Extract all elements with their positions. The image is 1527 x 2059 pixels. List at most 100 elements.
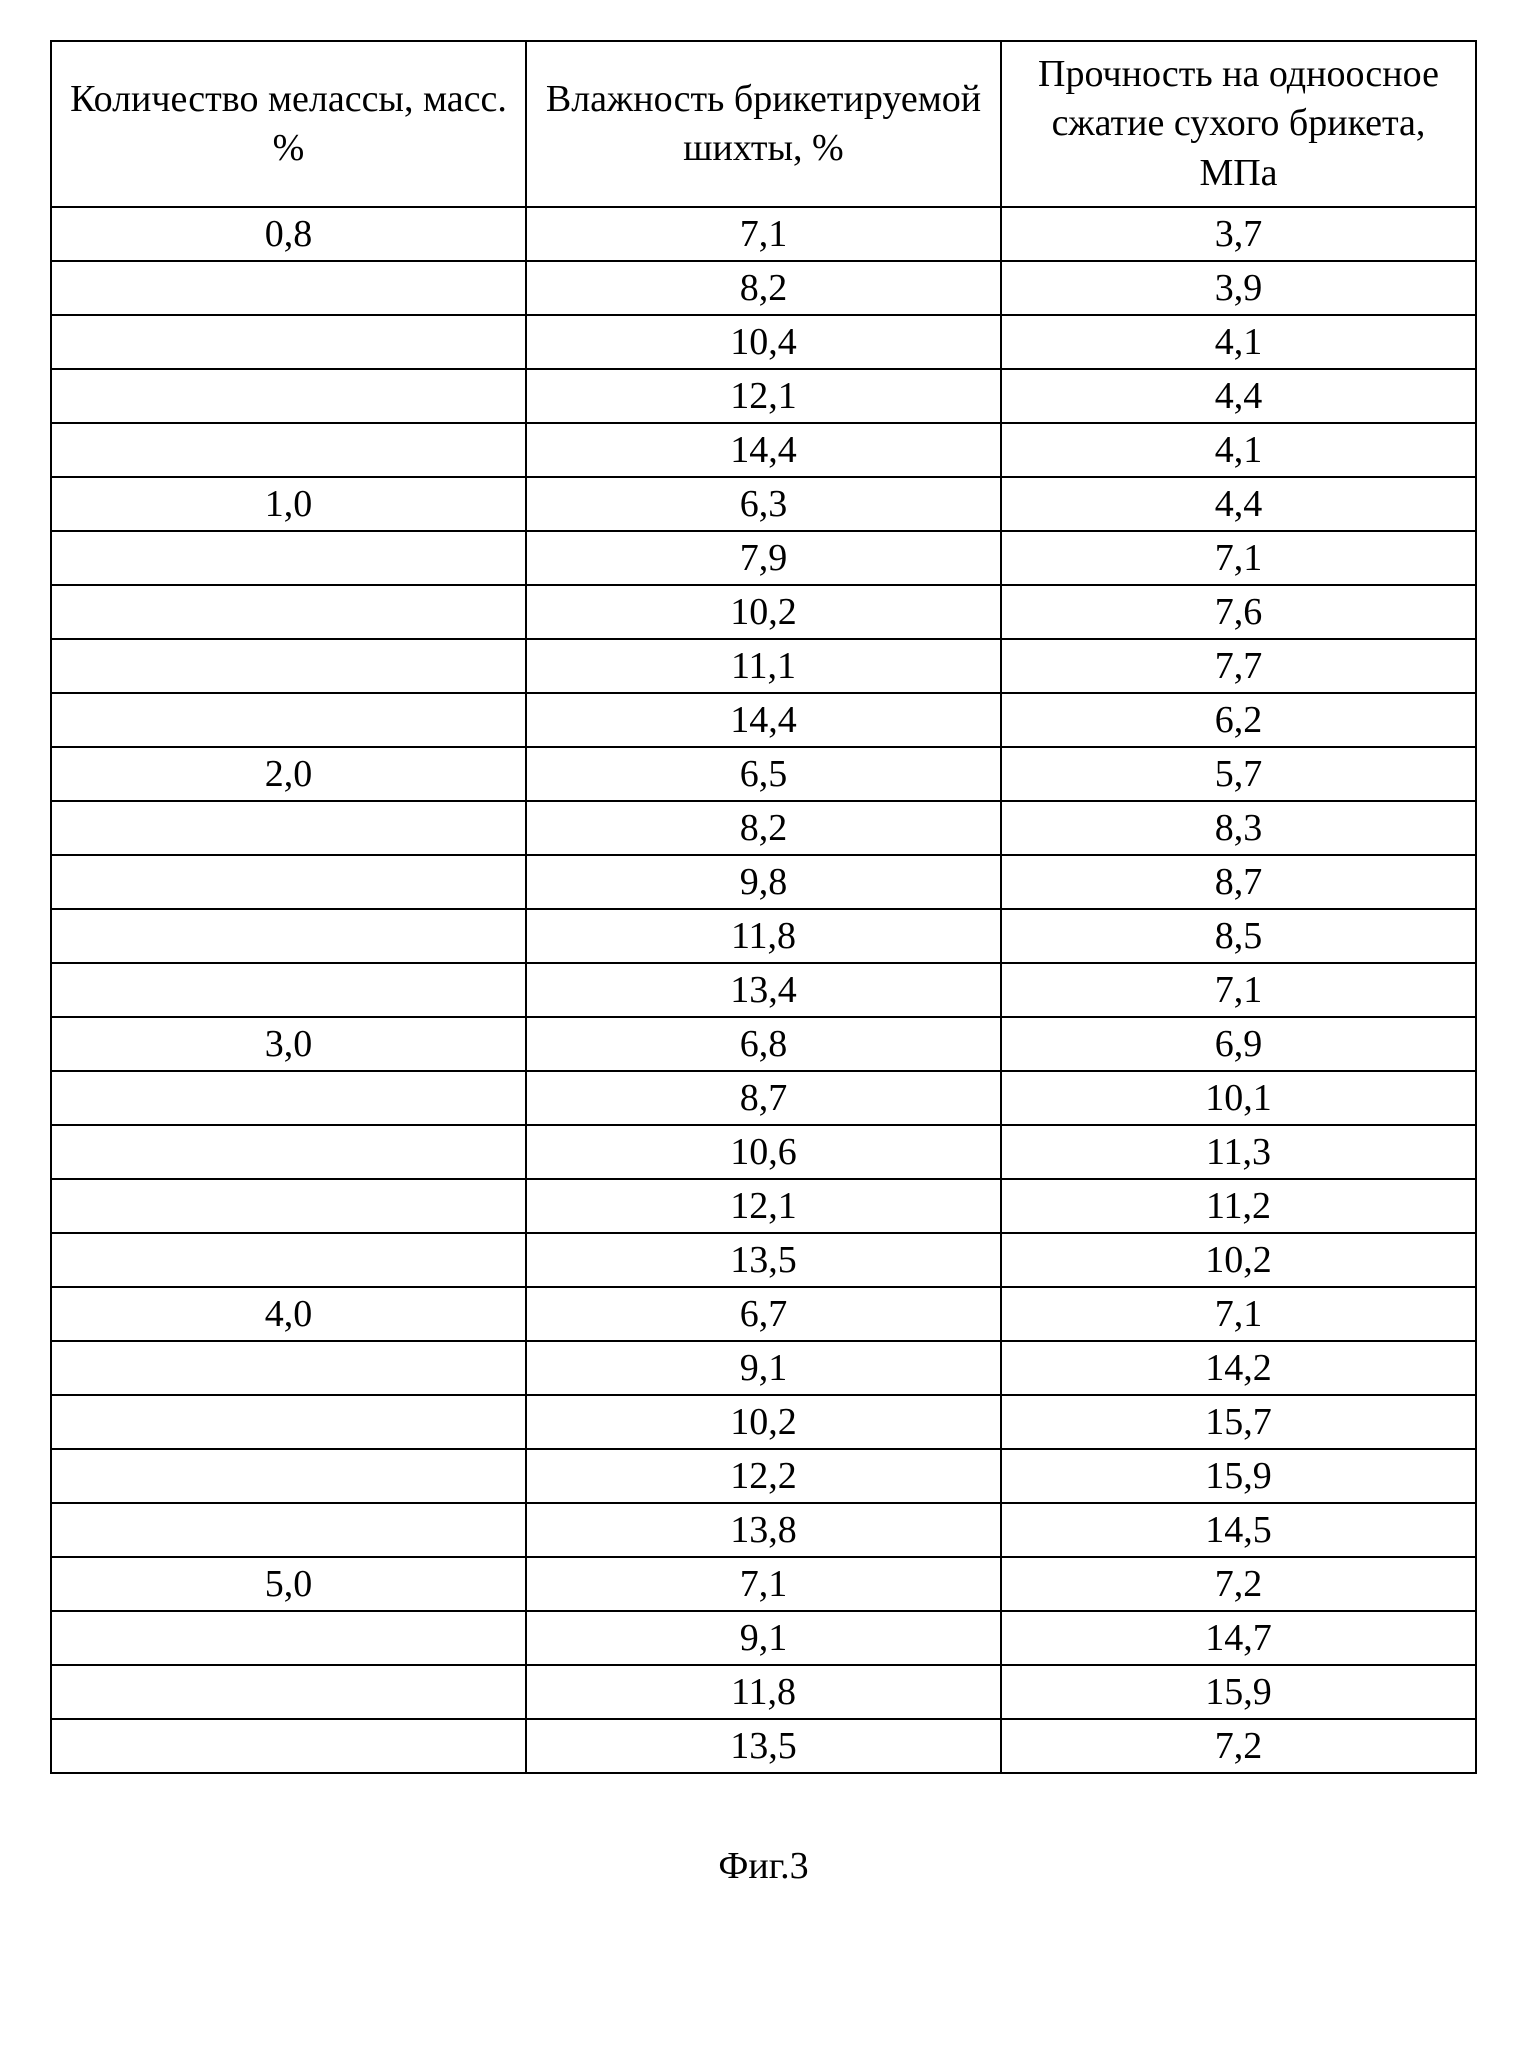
table-cell: 6,3 <box>526 477 1001 531</box>
column-header-1: Влажность брикетируемой шихты, % <box>526 41 1001 207</box>
table-cell: 7,1 <box>1001 1287 1476 1341</box>
table-cell <box>51 1665 526 1719</box>
table-cell: 10,6 <box>526 1125 1001 1179</box>
table-cell: 9,8 <box>526 855 1001 909</box>
table-row: 1,06,34,4 <box>51 477 1476 531</box>
table-cell <box>51 801 526 855</box>
table-cell: 8,7 <box>526 1071 1001 1125</box>
table-cell <box>51 585 526 639</box>
table-cell: 9,1 <box>526 1611 1001 1665</box>
table-cell: 12,2 <box>526 1449 1001 1503</box>
table-header: Количество мелассы, масс. % Влажность бр… <box>51 41 1476 207</box>
table-cell: 8,3 <box>1001 801 1476 855</box>
table-cell: 4,4 <box>1001 369 1476 423</box>
table-cell: 2,0 <box>51 747 526 801</box>
table-cell: 13,5 <box>526 1233 1001 1287</box>
table-cell: 6,7 <box>526 1287 1001 1341</box>
table-cell: 6,8 <box>526 1017 1001 1071</box>
table-row: 13,57,2 <box>51 1719 1476 1773</box>
table-cell: 7,1 <box>1001 531 1476 585</box>
table-cell: 10,2 <box>526 585 1001 639</box>
table-row: 10,44,1 <box>51 315 1476 369</box>
table-cell: 0,8 <box>51 207 526 261</box>
table-row: 9,114,7 <box>51 1611 1476 1665</box>
table-cell: 8,5 <box>1001 909 1476 963</box>
table-cell: 14,4 <box>526 423 1001 477</box>
table-cell: 14,7 <box>1001 1611 1476 1665</box>
table-cell <box>51 531 526 585</box>
table-cell: 8,2 <box>526 261 1001 315</box>
table-row: 8,710,1 <box>51 1071 1476 1125</box>
table-cell <box>51 315 526 369</box>
table-cell: 11,1 <box>526 639 1001 693</box>
table-cell: 15,7 <box>1001 1395 1476 1449</box>
table-cell: 8,2 <box>526 801 1001 855</box>
table-row: 13,510,2 <box>51 1233 1476 1287</box>
table-cell: 13,8 <box>526 1503 1001 1557</box>
table-cell: 4,1 <box>1001 315 1476 369</box>
table-cell: 13,4 <box>526 963 1001 1017</box>
table-cell <box>51 1611 526 1665</box>
table-cell: 4,1 <box>1001 423 1476 477</box>
table-cell <box>51 1125 526 1179</box>
table-cell <box>51 693 526 747</box>
table-cell: 6,5 <box>526 747 1001 801</box>
table-row: 14,44,1 <box>51 423 1476 477</box>
table-cell <box>51 1071 526 1125</box>
table-cell: 3,7 <box>1001 207 1476 261</box>
table-cell: 4,4 <box>1001 477 1476 531</box>
table-cell: 11,3 <box>1001 1125 1476 1179</box>
table-cell <box>51 639 526 693</box>
table-row: 3,06,86,9 <box>51 1017 1476 1071</box>
table-cell: 14,4 <box>526 693 1001 747</box>
table-cell: 7,2 <box>1001 1719 1476 1773</box>
table-cell: 12,1 <box>526 1179 1001 1233</box>
table-cell <box>51 1503 526 1557</box>
table-row: 13,814,5 <box>51 1503 1476 1557</box>
table-row: 12,14,4 <box>51 369 1476 423</box>
table-cell: 5,7 <box>1001 747 1476 801</box>
table-cell: 6,2 <box>1001 693 1476 747</box>
table-cell: 12,1 <box>526 369 1001 423</box>
column-header-0: Количество мелассы, масс. % <box>51 41 526 207</box>
table-row: 8,23,9 <box>51 261 1476 315</box>
table-cell: 10,1 <box>1001 1071 1476 1125</box>
table-row: 10,27,6 <box>51 585 1476 639</box>
table-row: 4,06,77,1 <box>51 1287 1476 1341</box>
table-cell: 1,0 <box>51 477 526 531</box>
table-row: 11,17,7 <box>51 639 1476 693</box>
table-row: 14,46,2 <box>51 693 1476 747</box>
table-cell: 5,0 <box>51 1557 526 1611</box>
table-row: 11,88,5 <box>51 909 1476 963</box>
table-row: 12,111,2 <box>51 1179 1476 1233</box>
table-row: 2,06,55,7 <box>51 747 1476 801</box>
table-cell: 6,9 <box>1001 1017 1476 1071</box>
table-row: 0,87,13,7 <box>51 207 1476 261</box>
table-cell: 7,2 <box>1001 1557 1476 1611</box>
table-row: 5,07,17,2 <box>51 1557 1476 1611</box>
table-cell: 7,1 <box>526 207 1001 261</box>
table-cell <box>51 909 526 963</box>
table-cell: 10,4 <box>526 315 1001 369</box>
table-cell: 14,2 <box>1001 1341 1476 1395</box>
table-cell: 11,8 <box>526 1665 1001 1719</box>
table-row: 13,47,1 <box>51 963 1476 1017</box>
table-cell <box>51 261 526 315</box>
table-cell: 3,0 <box>51 1017 526 1071</box>
table-cell: 7,6 <box>1001 585 1476 639</box>
header-row: Количество мелассы, масс. % Влажность бр… <box>51 41 1476 207</box>
table-cell <box>51 1449 526 1503</box>
data-table: Количество мелассы, масс. % Влажность бр… <box>50 40 1477 1774</box>
table-cell: 7,9 <box>526 531 1001 585</box>
table-cell <box>51 423 526 477</box>
table-cell <box>51 1233 526 1287</box>
table-row: 12,215,9 <box>51 1449 1476 1503</box>
column-header-2: Прочность на одноосное сжатие сухого бри… <box>1001 41 1476 207</box>
table-body: 0,87,13,78,23,910,44,112,14,414,44,11,06… <box>51 207 1476 1773</box>
table-cell: 15,9 <box>1001 1449 1476 1503</box>
table-row: 7,97,1 <box>51 531 1476 585</box>
figure-caption: Фиг.3 <box>50 1844 1477 1888</box>
table-cell: 11,2 <box>1001 1179 1476 1233</box>
table-cell: 13,5 <box>526 1719 1001 1773</box>
table-row: 10,215,7 <box>51 1395 1476 1449</box>
